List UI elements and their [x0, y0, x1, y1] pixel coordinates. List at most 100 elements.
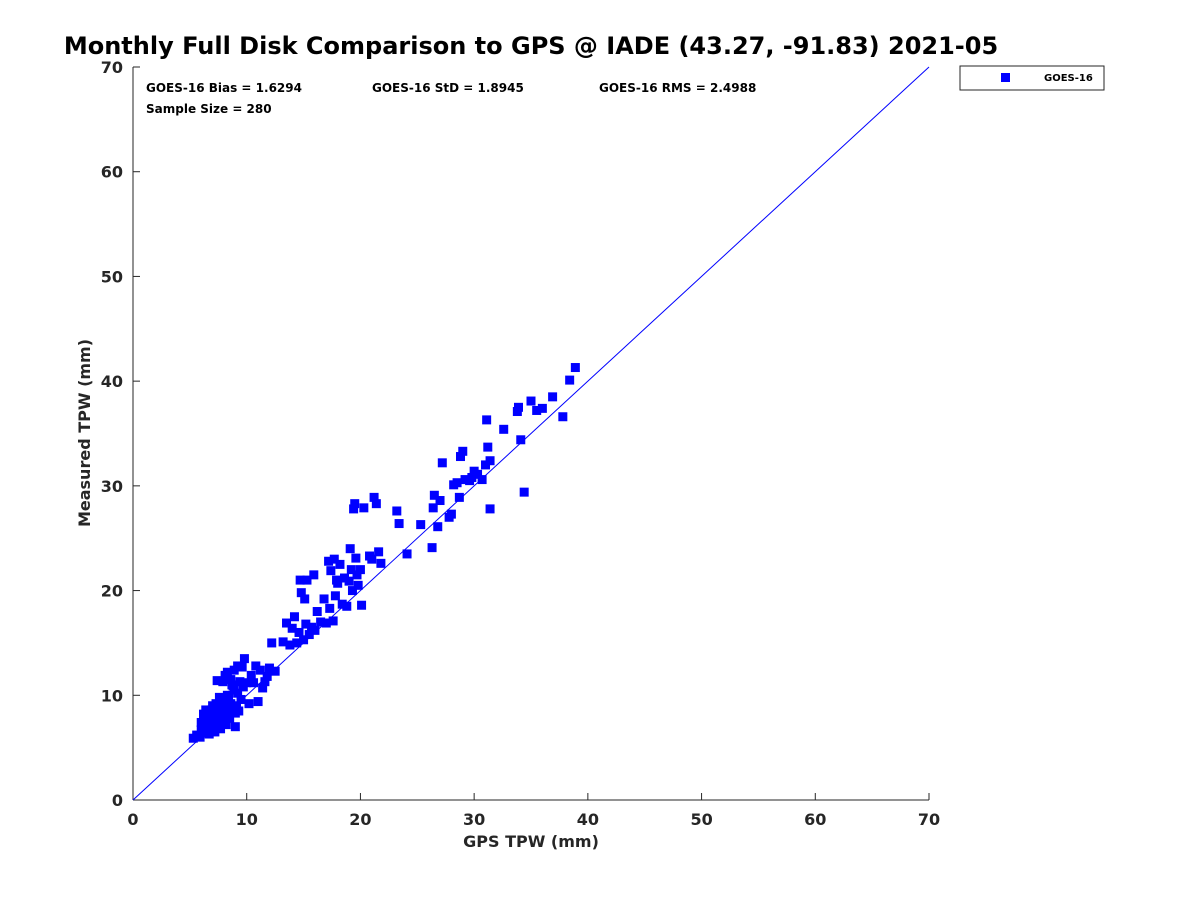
data-point	[516, 435, 526, 445]
data-point	[294, 627, 304, 637]
data-point	[264, 663, 274, 673]
data-point	[233, 661, 243, 671]
data-point	[196, 718, 206, 728]
data-point	[202, 722, 212, 732]
data-point	[519, 487, 529, 497]
data-point	[485, 456, 495, 466]
x-tick-label: 20	[349, 810, 371, 829]
data-point	[402, 549, 412, 559]
data-point	[218, 677, 228, 687]
data-point	[210, 713, 220, 723]
data-point	[335, 559, 345, 569]
y-tick-label: 70	[101, 58, 123, 77]
data-point	[437, 458, 447, 468]
data-point	[231, 701, 241, 711]
data-point	[205, 712, 215, 722]
data-point	[214, 705, 224, 715]
x-tick-label: 30	[463, 810, 485, 829]
data-point	[340, 573, 350, 583]
chart-title: Monthly Full Disk Comparison to GPS @ IA…	[64, 32, 998, 60]
data-point	[287, 623, 297, 633]
data-point	[208, 701, 218, 711]
data-point	[342, 601, 352, 611]
data-point	[570, 363, 580, 373]
data-point	[467, 472, 477, 482]
data-point	[454, 492, 464, 502]
y-tick-label: 20	[101, 582, 123, 601]
data-point	[233, 688, 243, 698]
data-point	[485, 504, 495, 514]
data-point	[429, 490, 439, 500]
data-point	[428, 503, 438, 513]
std-stat: GOES-16 StD = 1.8945	[372, 81, 524, 95]
data-point	[301, 619, 311, 629]
data-point	[226, 699, 236, 709]
data-point	[321, 618, 331, 628]
data-point	[260, 677, 270, 687]
data-point	[316, 617, 326, 627]
data-point	[330, 591, 340, 601]
data-point	[455, 452, 465, 462]
data-point	[473, 469, 483, 479]
data-point	[295, 575, 305, 585]
data-point	[416, 520, 426, 530]
data-point	[230, 708, 240, 718]
data-point	[312, 607, 322, 617]
data-points	[188, 363, 580, 743]
data-point	[435, 496, 445, 506]
x-tick-label: 0	[127, 810, 138, 829]
x-tick-label: 10	[236, 810, 258, 829]
data-point	[346, 565, 356, 575]
data-point	[228, 681, 238, 691]
data-point	[325, 603, 335, 613]
data-point	[285, 640, 295, 650]
data-point	[299, 635, 309, 645]
data-point	[513, 402, 523, 412]
y-tick-label: 0	[112, 791, 123, 810]
data-point	[235, 677, 245, 687]
data-point	[319, 594, 329, 604]
data-point	[278, 637, 288, 647]
data-point	[458, 446, 468, 456]
data-point	[367, 554, 377, 564]
data-point	[226, 675, 236, 685]
data-point	[251, 661, 261, 671]
data-point	[477, 475, 487, 485]
x-tick-label: 60	[804, 810, 826, 829]
data-point	[262, 671, 272, 681]
data-point	[328, 616, 338, 626]
data-point	[452, 478, 462, 488]
data-point	[310, 625, 320, 635]
data-point	[324, 556, 334, 566]
data-point	[460, 475, 470, 485]
x-axis-label: GPS TPW (mm)	[463, 832, 599, 851]
data-point	[351, 553, 361, 563]
data-point	[537, 403, 547, 413]
data-point	[239, 654, 249, 664]
data-point	[200, 728, 210, 738]
data-point	[481, 460, 491, 470]
y-tick-label: 60	[101, 163, 123, 182]
data-point	[282, 618, 292, 628]
data-point	[225, 713, 235, 723]
bias-stat: GOES-16 Bias = 1.6294	[146, 81, 302, 95]
data-point	[558, 412, 568, 422]
data-point	[300, 594, 310, 604]
y-tick-label: 10	[101, 686, 123, 705]
data-point	[376, 558, 386, 568]
data-point	[446, 509, 456, 519]
y-tick-label: 50	[101, 267, 123, 286]
data-point	[483, 442, 493, 452]
data-point	[526, 396, 536, 406]
data-point	[201, 705, 211, 715]
legend-marker-icon	[1001, 73, 1010, 82]
data-point	[392, 506, 402, 516]
rms-stat: GOES-16 RMS = 2.4988	[599, 81, 756, 95]
y-axis-ticks: 0 10 20 30 40 50 60 70	[101, 58, 140, 810]
data-point	[296, 588, 306, 598]
y-tick-label: 30	[101, 477, 123, 496]
data-point	[499, 424, 509, 434]
data-point	[329, 554, 339, 564]
data-point	[369, 492, 379, 502]
